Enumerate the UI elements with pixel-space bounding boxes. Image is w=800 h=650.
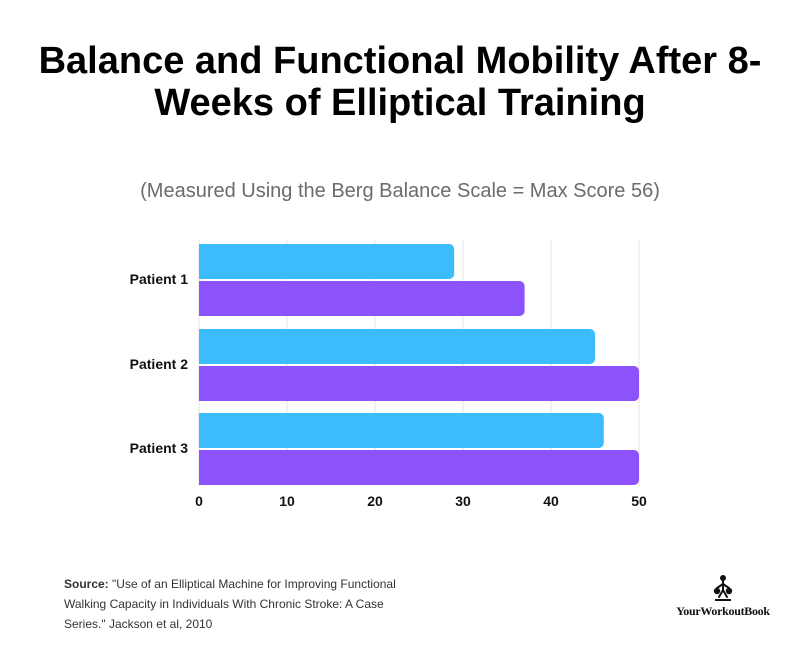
chart-title: Balance and Functional Mobility After 8-…: [38, 40, 762, 124]
x-tick-label: 30: [455, 493, 471, 509]
bar-base: [199, 329, 205, 364]
bar-base: [199, 366, 205, 401]
bar: [199, 244, 455, 279]
category-label: Patient 3: [130, 440, 189, 456]
category-label: Patient 2: [130, 356, 189, 372]
category-label: Patient 1: [130, 271, 189, 287]
bar: [199, 413, 604, 448]
brand: YourWorkoutBook: [668, 574, 778, 619]
x-tick-label: 50: [631, 493, 647, 509]
x-tick-label: 0: [195, 493, 203, 509]
bar-base: [199, 244, 205, 279]
bar-base: [199, 450, 205, 485]
x-tick-label: 10: [279, 493, 295, 509]
x-tick-label: 20: [367, 493, 383, 509]
brand-name: YourWorkoutBook: [676, 604, 770, 618]
source-text: "Use of an Elliptical Machine for Improv…: [64, 577, 396, 631]
chart-subtitle: (Measured Using the Berg Balance Scale =…: [140, 180, 660, 202]
bar: [199, 281, 525, 316]
source-label: Source:: [64, 577, 109, 591]
kettlebell-figure-icon: [713, 575, 733, 601]
source-citation: Source: "Use of an Elliptical Machine fo…: [64, 574, 404, 634]
bar: [199, 329, 595, 364]
bar: [199, 366, 639, 401]
bar-base: [199, 413, 205, 448]
x-tick-label: 40: [543, 493, 559, 509]
bar-base: [199, 281, 205, 316]
bar: [199, 450, 639, 485]
